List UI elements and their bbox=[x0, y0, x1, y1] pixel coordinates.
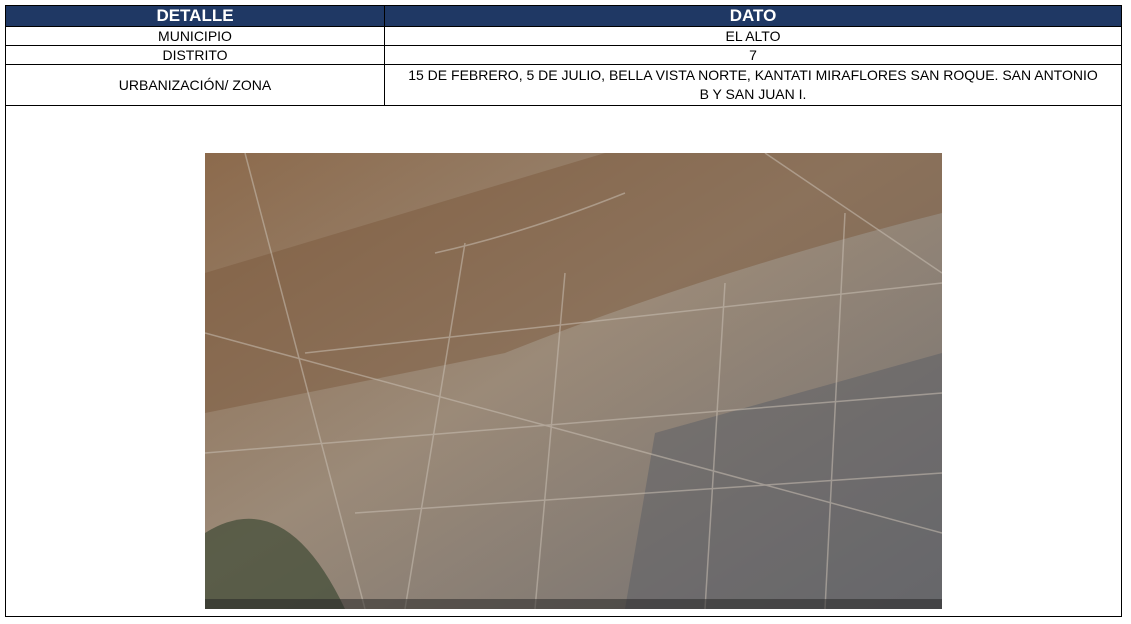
header-row: DETALLE DATO bbox=[6, 6, 1122, 27]
cell-text: 15 DE FEBRERO, 5 DE JULIO, BELLA VISTA N… bbox=[408, 66, 1098, 104]
cell: EL ALTO bbox=[385, 27, 1122, 46]
cell: 15 DE FEBRERO, 5 DE JULIO, BELLA VISTA N… bbox=[385, 65, 1122, 106]
row: URBANIZACIÓN/ ZONA 15 DE FEBRERO, 5 DE J… bbox=[6, 65, 1122, 106]
satellite-image bbox=[205, 153, 942, 609]
cell: MUNICIPIO bbox=[6, 27, 385, 46]
image-cell bbox=[6, 106, 1122, 617]
row: DISTRITO 7 bbox=[6, 46, 1122, 65]
cell: URBANIZACIÓN/ ZONA bbox=[6, 65, 385, 106]
cell: DISTRITO bbox=[6, 46, 385, 65]
detail-table: DETALLE DATO MUNICIPIO EL ALTO DISTRITO … bbox=[5, 5, 1122, 617]
page: DETALLE DATO MUNICIPIO EL ALTO DISTRITO … bbox=[0, 0, 1131, 624]
header-cell: DATO bbox=[385, 6, 1122, 27]
image-row bbox=[6, 106, 1122, 617]
row: MUNICIPIO EL ALTO bbox=[6, 27, 1122, 46]
header-cell: DETALLE bbox=[6, 6, 385, 27]
cell: 7 bbox=[385, 46, 1122, 65]
